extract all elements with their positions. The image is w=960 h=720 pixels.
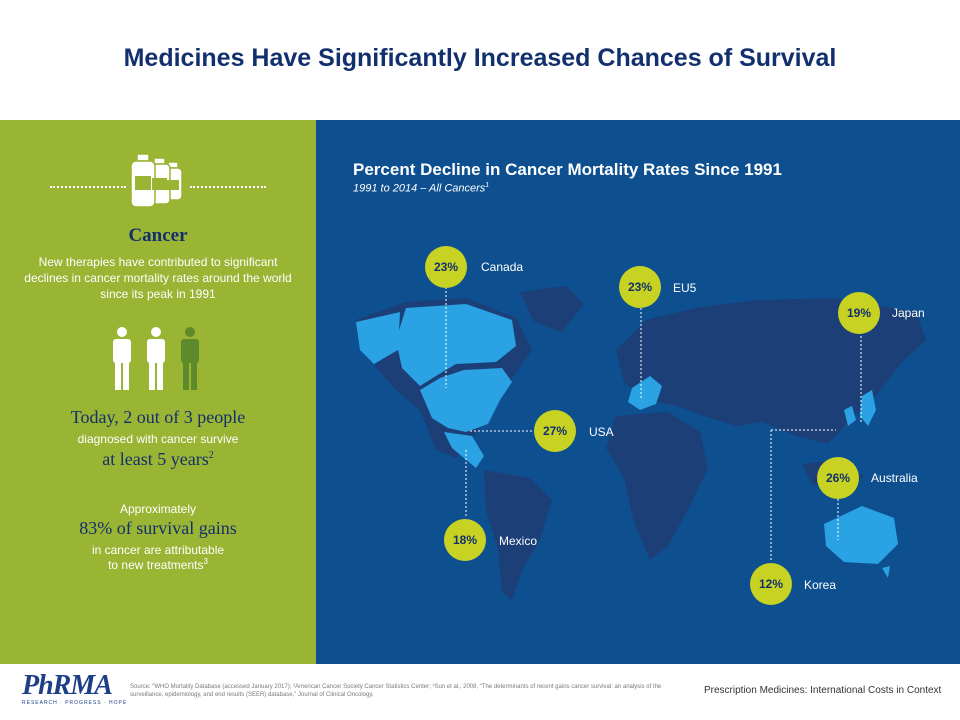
chart-subtitle-text: 1991 to 2014 – All Cancers (353, 182, 486, 195)
label-eu5: EU5 (673, 281, 697, 295)
bubble-japan: 19% (838, 292, 880, 334)
footer-source: Source: “WHO Mortality Database (accesse… (130, 684, 662, 698)
stat-gains-sub: in cancer are attributable (91, 543, 225, 557)
stat-survival-years: at least 5 years2 (0, 449, 316, 470)
bubble-korea: 12% (750, 563, 792, 605)
bubble-mexico: 18% (444, 519, 486, 561)
leader-lines (445, 287, 862, 562)
usa-shape (420, 368, 512, 432)
stat-survival-sub: diagnosed with cancer survive (77, 432, 239, 446)
bubble-usa: 27% (534, 410, 576, 452)
canada-shape (396, 304, 516, 386)
label-japan: Japan (892, 306, 925, 320)
bubble-canada: 23% (425, 246, 467, 288)
stat-gains-heading: 83% of survival gains (79, 518, 237, 538)
page-title: Medicines Have Significantly Increased C… (123, 44, 837, 72)
bubble-australia: 26% (817, 457, 859, 499)
label-mexico: Mexico (499, 534, 538, 548)
dotted-divider-right (190, 186, 266, 188)
phrma-logo: PhRMA RESEARCH · PROGRESS · HOPE (22, 670, 128, 707)
label-australia: Australia (871, 471, 918, 485)
footnote-2: 2 (208, 450, 214, 461)
left-panel (0, 120, 316, 664)
cancer-heading: Cancer (128, 225, 188, 246)
medicine-bottles-icon (130, 153, 183, 208)
japan-shape (860, 390, 876, 426)
logo-text: PhRMA (22, 670, 113, 701)
korea-shape (844, 406, 856, 426)
alaska-shape (356, 312, 400, 364)
label-korea: Korea (804, 578, 837, 592)
tasmania-shape (882, 566, 890, 578)
footer-right-text: Prescription Medicines: International Co… (704, 685, 942, 696)
cancer-description: New therapies have contributed to signif… (24, 255, 292, 301)
world-map (356, 286, 926, 600)
stat-gains-sub2-text: to new treatments (108, 558, 204, 572)
people-icon (113, 327, 199, 390)
south-america-shape (484, 470, 552, 600)
greenland-shape (520, 286, 584, 332)
footnote-1: 1 (485, 182, 490, 189)
label-canada: Canada (481, 260, 524, 274)
stat-survival-years-text: at least 5 years (102, 449, 209, 469)
dotted-divider-left (50, 186, 126, 188)
footnote-3: 3 (203, 557, 208, 566)
label-usa: USA (589, 425, 614, 439)
stat-gains-intro: Approximately (119, 502, 197, 516)
eu5-shape (628, 376, 662, 410)
stat-gains-sub2: to new treatments3 (0, 557, 316, 572)
logo-tagline: RESEARCH · PROGRESS · HOPE (22, 700, 128, 706)
australia-shape (824, 506, 898, 564)
stat-survival-heading: Today, 2 out of 3 people (70, 407, 246, 427)
africa-shape (606, 412, 708, 560)
eurasia-shape (616, 298, 926, 444)
chart-title: Percent Decline in Cancer Mortality Rate… (353, 160, 782, 179)
chart-subtitle: 1991 to 2014 – All Cancers1 (353, 182, 489, 195)
bubble-eu5: 23% (619, 266, 661, 308)
mexico-shape (444, 432, 484, 468)
